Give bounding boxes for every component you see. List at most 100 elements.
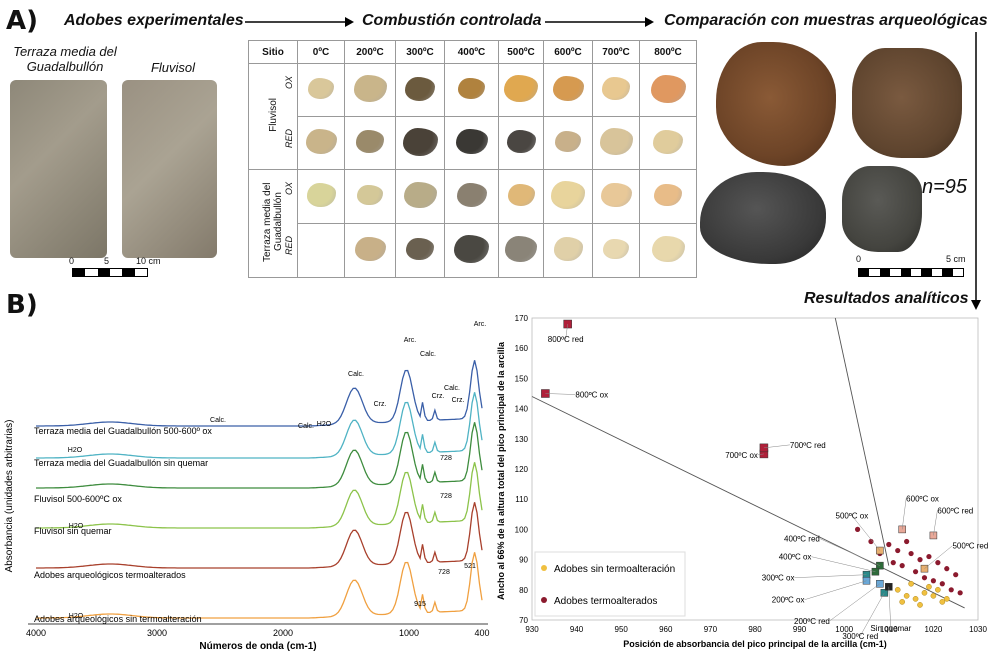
ftir-series-name: Fluvisol 500-600ºC ox: [34, 494, 122, 504]
col-header: 800ºC: [639, 40, 697, 64]
header-combustion: Combustión controlada: [362, 12, 542, 29]
ftir-annotation: Arc.: [404, 337, 417, 344]
scatter-point-sin: [926, 583, 932, 590]
ftir-series-line: [36, 502, 483, 569]
sample-photo: [505, 236, 537, 262]
scatter-point-termo: [917, 557, 923, 563]
label-leader: [811, 556, 876, 572]
ftir-annotation: 728: [440, 455, 452, 462]
label-leader: [757, 453, 764, 456]
scatter-point-termo: [926, 553, 932, 560]
sample-cell: [592, 63, 640, 117]
scale-label-5cm: 5 cm: [946, 254, 966, 264]
results-label: Resultados analíticos: [804, 290, 969, 307]
scatter-point-label: 500ºC red: [952, 542, 988, 551]
sample-cell: [344, 63, 396, 117]
sample-cell: [592, 116, 640, 170]
scatter-point-sin: [917, 602, 923, 608]
label-leader: [804, 580, 867, 600]
ftir-annotation: Crz.: [374, 401, 387, 408]
scatter-point-label: 800ºC ox: [575, 391, 608, 400]
scatter-point-termo: [904, 538, 910, 545]
sample-cell: [498, 63, 544, 117]
label-leader: [545, 393, 576, 395]
ftir-xtick: 2000: [273, 628, 293, 638]
scatter-point-sin: [908, 580, 914, 587]
sample-cell: [498, 116, 544, 170]
scatter-point-label: 400ºC red: [784, 535, 820, 544]
col-header: 0ºC: [297, 40, 345, 64]
sample-photo: [504, 74, 538, 103]
sample-photo: [405, 76, 435, 101]
legend-label-termo: Adobes termoalterados: [554, 596, 657, 607]
sample-photo: [306, 183, 336, 207]
scale-label-10: 10 cm: [136, 256, 161, 266]
archaeo-photo-3: [700, 172, 826, 264]
ftir-annotation: H2O: [68, 447, 83, 454]
legend-marker-termo: [541, 597, 547, 603]
scatter-point-label: 200ºC red: [794, 617, 830, 626]
arrow-right-icon: [545, 17, 654, 27]
sample-photo: [403, 181, 437, 209]
scatter-point-termo: [948, 587, 954, 593]
scatter-ytick: 80: [519, 586, 528, 595]
scatter-point-label: Sin quemar: [870, 624, 911, 633]
scatter-legend-box: [534, 551, 686, 617]
scatter-point-termo: [890, 560, 896, 566]
ftir-series-line: [36, 552, 483, 619]
scatter-point-label: 700ºC ox: [725, 451, 758, 460]
atmosphere-label: OX: [284, 76, 294, 90]
sample-photo: [507, 184, 535, 206]
scatter-point-termo: [868, 538, 874, 545]
scatter-ytick: 150: [515, 374, 529, 383]
scatter-xtick: 970: [704, 625, 718, 634]
ftir-series-line: [36, 462, 483, 529]
scatter-ytick: 100: [515, 525, 529, 534]
ftir-annotation: Crz.: [452, 397, 465, 404]
scatter-point-label: 200ºC ox: [772, 596, 805, 605]
sample-photo: [653, 129, 683, 154]
sample-cell: OX: [284, 63, 345, 117]
sample-cell: [395, 63, 445, 117]
sample-photo: [456, 183, 487, 207]
ftir-xtick: 1000: [399, 628, 419, 638]
archaeo-photo-2: [852, 48, 962, 158]
sample-cell: [444, 223, 499, 278]
ftir-annotation: Calc.: [444, 385, 460, 392]
legend-label-sin: Adobes sin termoalteración: [554, 564, 675, 575]
atmosphere-label: RED: [284, 236, 294, 256]
sample-photo: [406, 237, 434, 261]
scatter-xtick: 1020: [925, 625, 943, 634]
sample-photo: [551, 181, 585, 209]
scatter-point-termo: [930, 578, 936, 584]
scatter-point-termo: [912, 569, 919, 575]
sample-cell: [395, 169, 445, 224]
ftir-ylabel: Absorbancia (unidades arbitrarias): [4, 420, 15, 573]
ftir-series-name: Terraza media del Guadalbullón 500-600º …: [34, 426, 212, 436]
group-label-text: Terraza media del Guadalbullón: [262, 182, 284, 262]
sample-photo: [402, 127, 438, 156]
arrow-down-icon: [971, 32, 981, 310]
sample-photo: [654, 183, 682, 207]
scatter-xtick: 960: [659, 625, 673, 634]
scale-label-5: 5: [104, 256, 110, 266]
sample-cell: RED: [284, 116, 345, 170]
sample-cell: [444, 169, 499, 224]
ftir-annotation: 728: [440, 493, 452, 500]
scale-bar-left: [72, 268, 148, 277]
label-leader: [565, 324, 568, 340]
ftir-series-line: [36, 422, 483, 489]
ftir-annotation: Arc.: [474, 321, 487, 328]
scatter-xlabel: Posición de absorbancia del pico princip…: [623, 639, 887, 649]
scatter-point-label: 800ºC red: [548, 335, 584, 344]
sample-cell: [395, 223, 445, 278]
sample-photo: [553, 237, 583, 261]
ftir-annotation: Calc.: [348, 371, 364, 378]
sample-cell: [498, 223, 544, 278]
scatter-ytick: 130: [515, 435, 529, 444]
atmosphere-label: OX: [284, 182, 294, 196]
sample-cell: [444, 116, 499, 170]
sample-photo: [458, 77, 485, 100]
scatter-point-label: 500ºC ox: [836, 512, 869, 521]
adobe-photo-terraza: [10, 80, 107, 258]
